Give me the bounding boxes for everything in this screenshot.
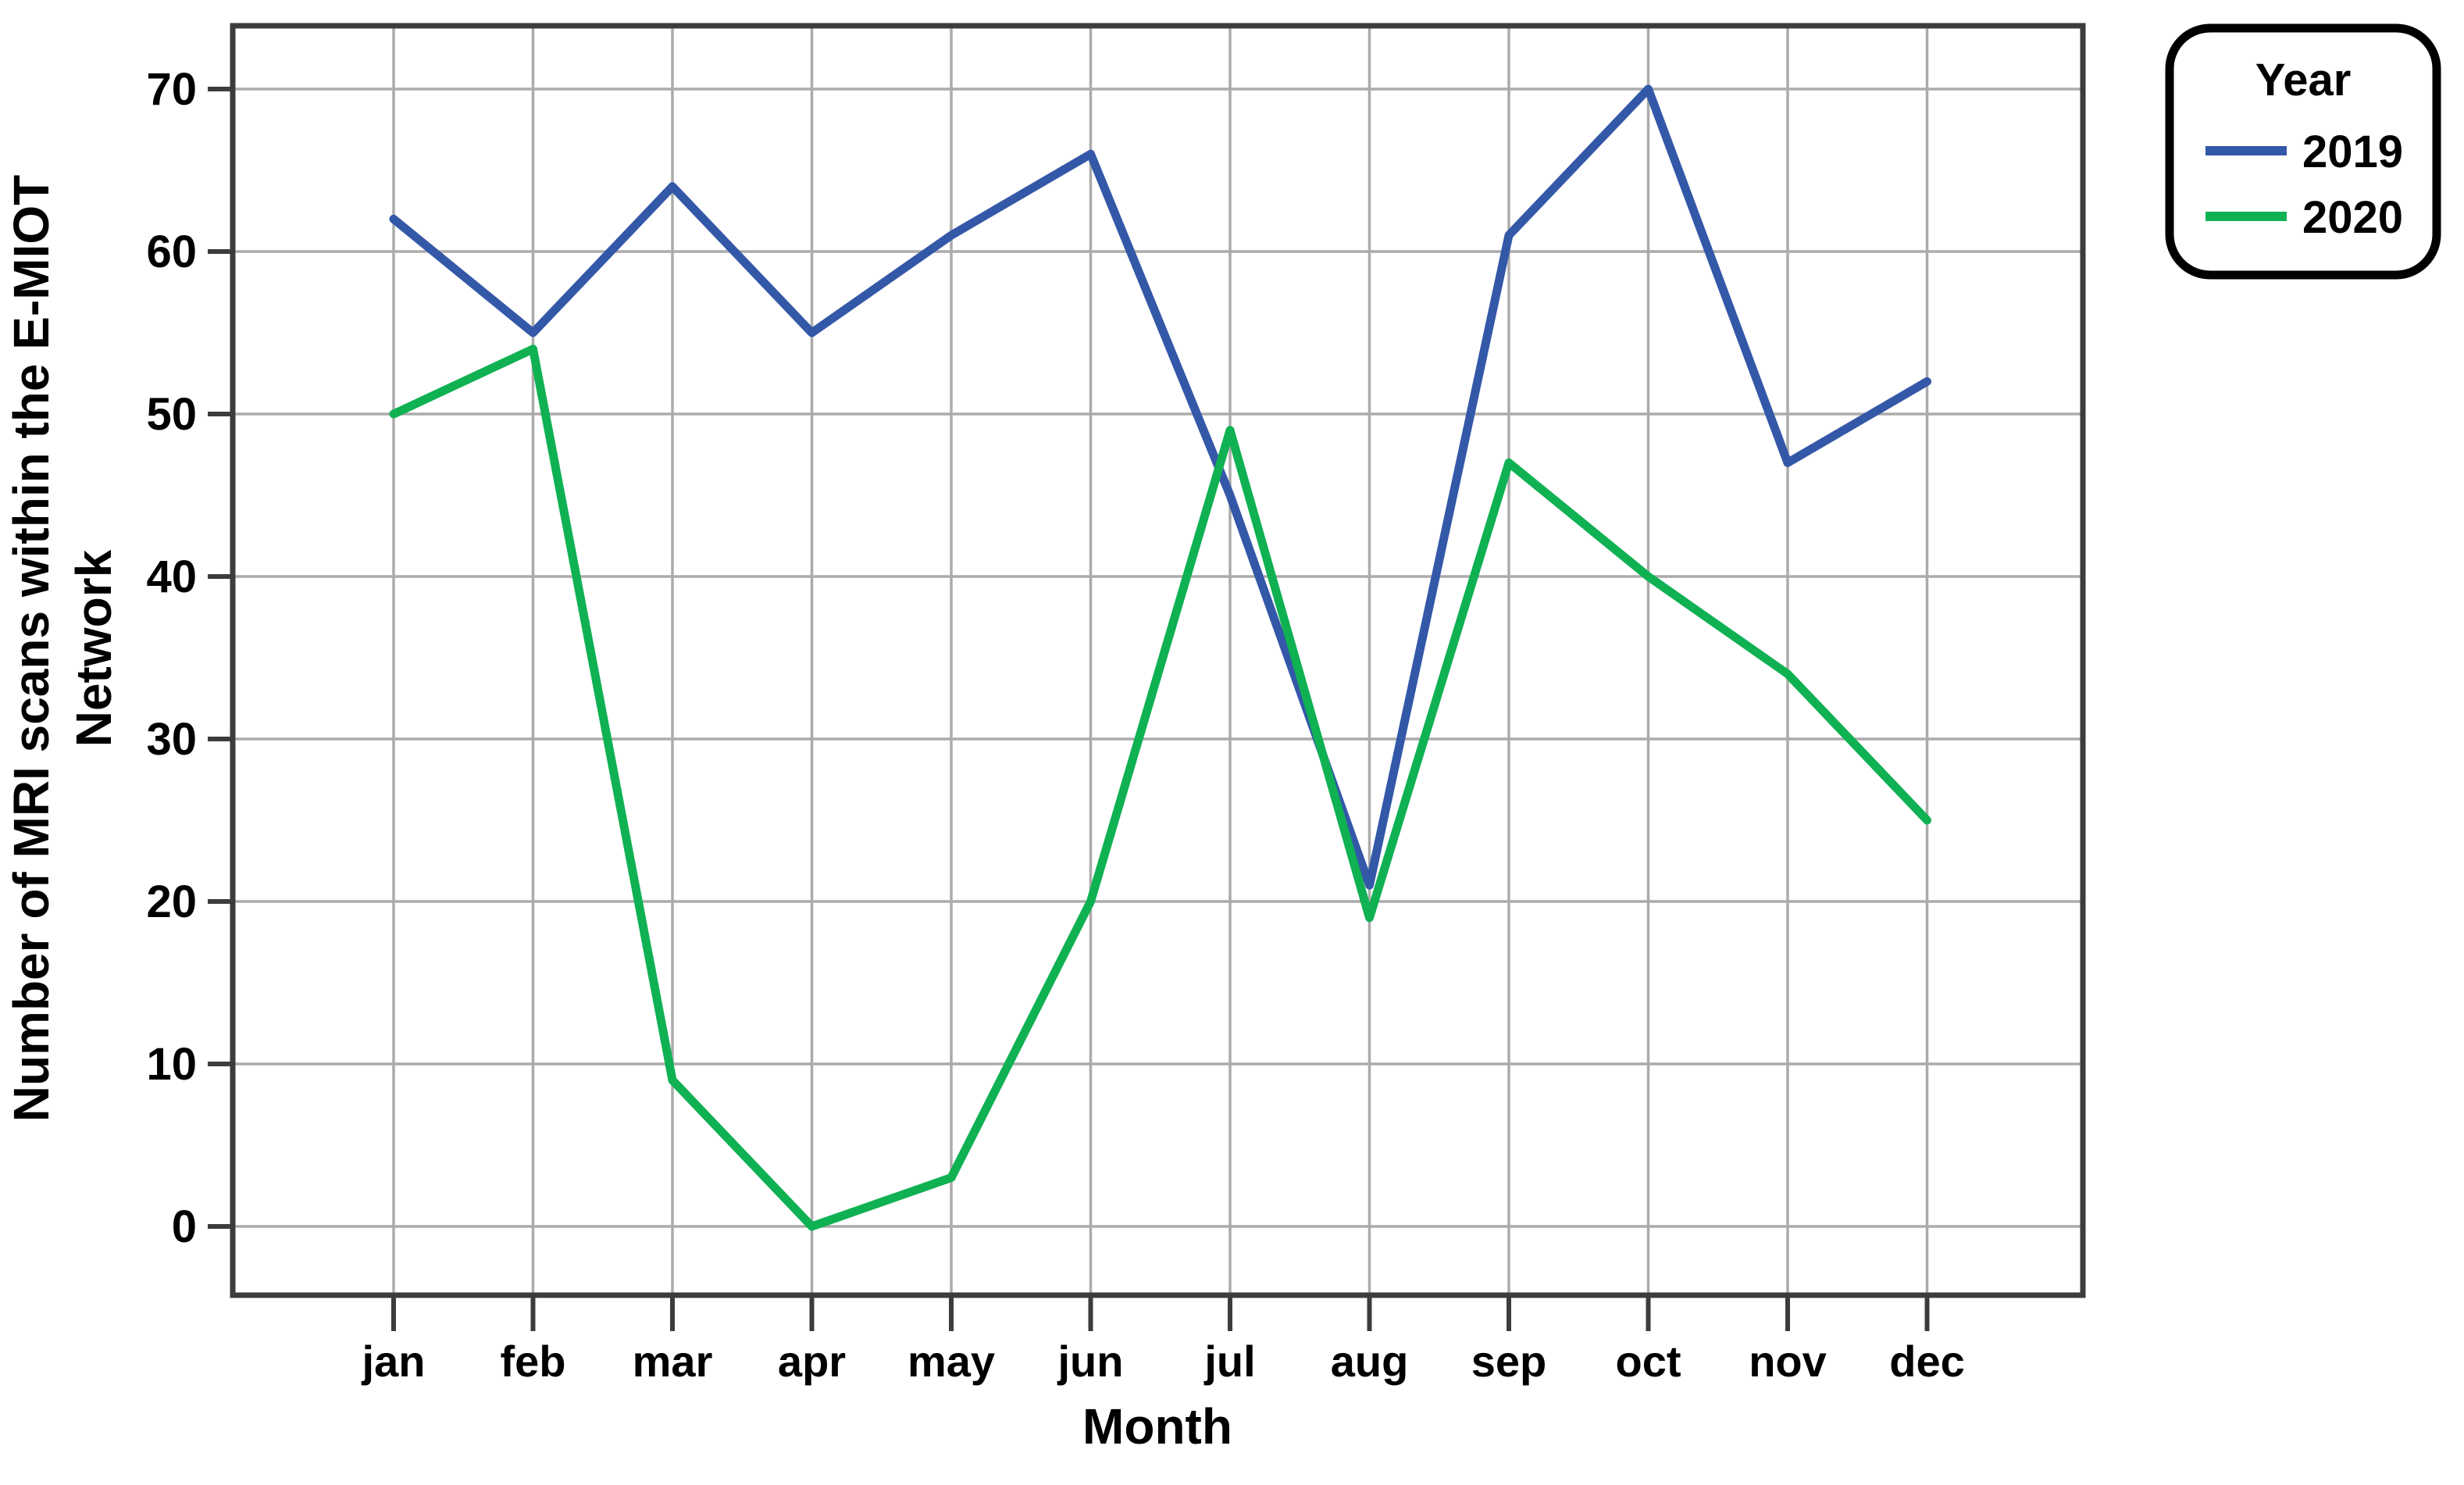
- x-tick-labels: jan feb mar apr may jun jul aug sep oct nov dec: [362, 1337, 1965, 1386]
- x-tick-label-nov: nov: [1749, 1337, 1827, 1386]
- x-tick-label-jun: jun: [1057, 1337, 1124, 1386]
- series-line-2020: [389, 344, 1931, 1231]
- y-tick-label-50: 50: [146, 389, 197, 440]
- y-axis-title-line1: Number of MRI scans within the E-MIOT: [3, 175, 59, 1123]
- y-tick-label-60: 60: [146, 227, 197, 277]
- x-tick-label-may: may: [908, 1337, 995, 1386]
- x-tick-label-mar: mar: [633, 1337, 713, 1386]
- x-tick-label-aug: aug: [1331, 1337, 1409, 1386]
- legend-rows: 2019 2020: [2205, 127, 2403, 243]
- x-axis-title: Month: [1082, 1398, 1232, 1455]
- y-tick-label-40: 40: [146, 552, 197, 602]
- legend-title: Year: [2255, 55, 2352, 105]
- y-tick-label-30: 30: [146, 714, 197, 765]
- y-tick-label-70: 70: [146, 64, 197, 115]
- x-tick-label-feb: feb: [501, 1337, 566, 1386]
- axis-ticks: [208, 87, 1930, 1331]
- y-tick-labels: 0 10 20 30 40 50 60 70: [146, 64, 197, 1252]
- legend-label-2020: 2020: [2302, 192, 2403, 243]
- legend-label-2019: 2019: [2302, 127, 2403, 177]
- x-tick-label-jul: jul: [1203, 1337, 1255, 1386]
- legend: Year 2019 2020: [2165, 23, 2441, 280]
- x-tick-label-sep: sep: [1471, 1337, 1547, 1386]
- y-tick-label-20: 20: [146, 876, 197, 927]
- y-tick-label-0: 0: [172, 1201, 197, 1252]
- x-tick-label-oct: oct: [1616, 1337, 1681, 1386]
- plot-frame: [230, 23, 2086, 1298]
- series-line-2019: [389, 84, 1931, 890]
- x-tick-label-jan: jan: [362, 1337, 426, 1386]
- y-axis-title-line2: Network: [66, 549, 122, 747]
- x-tick-label-apr: apr: [778, 1337, 846, 1386]
- gridlines: [233, 26, 2083, 1295]
- x-tick-label-dec: dec: [1889, 1337, 1965, 1386]
- y-tick-label-10: 10: [146, 1039, 197, 1090]
- data-series-lines: [389, 84, 1931, 1231]
